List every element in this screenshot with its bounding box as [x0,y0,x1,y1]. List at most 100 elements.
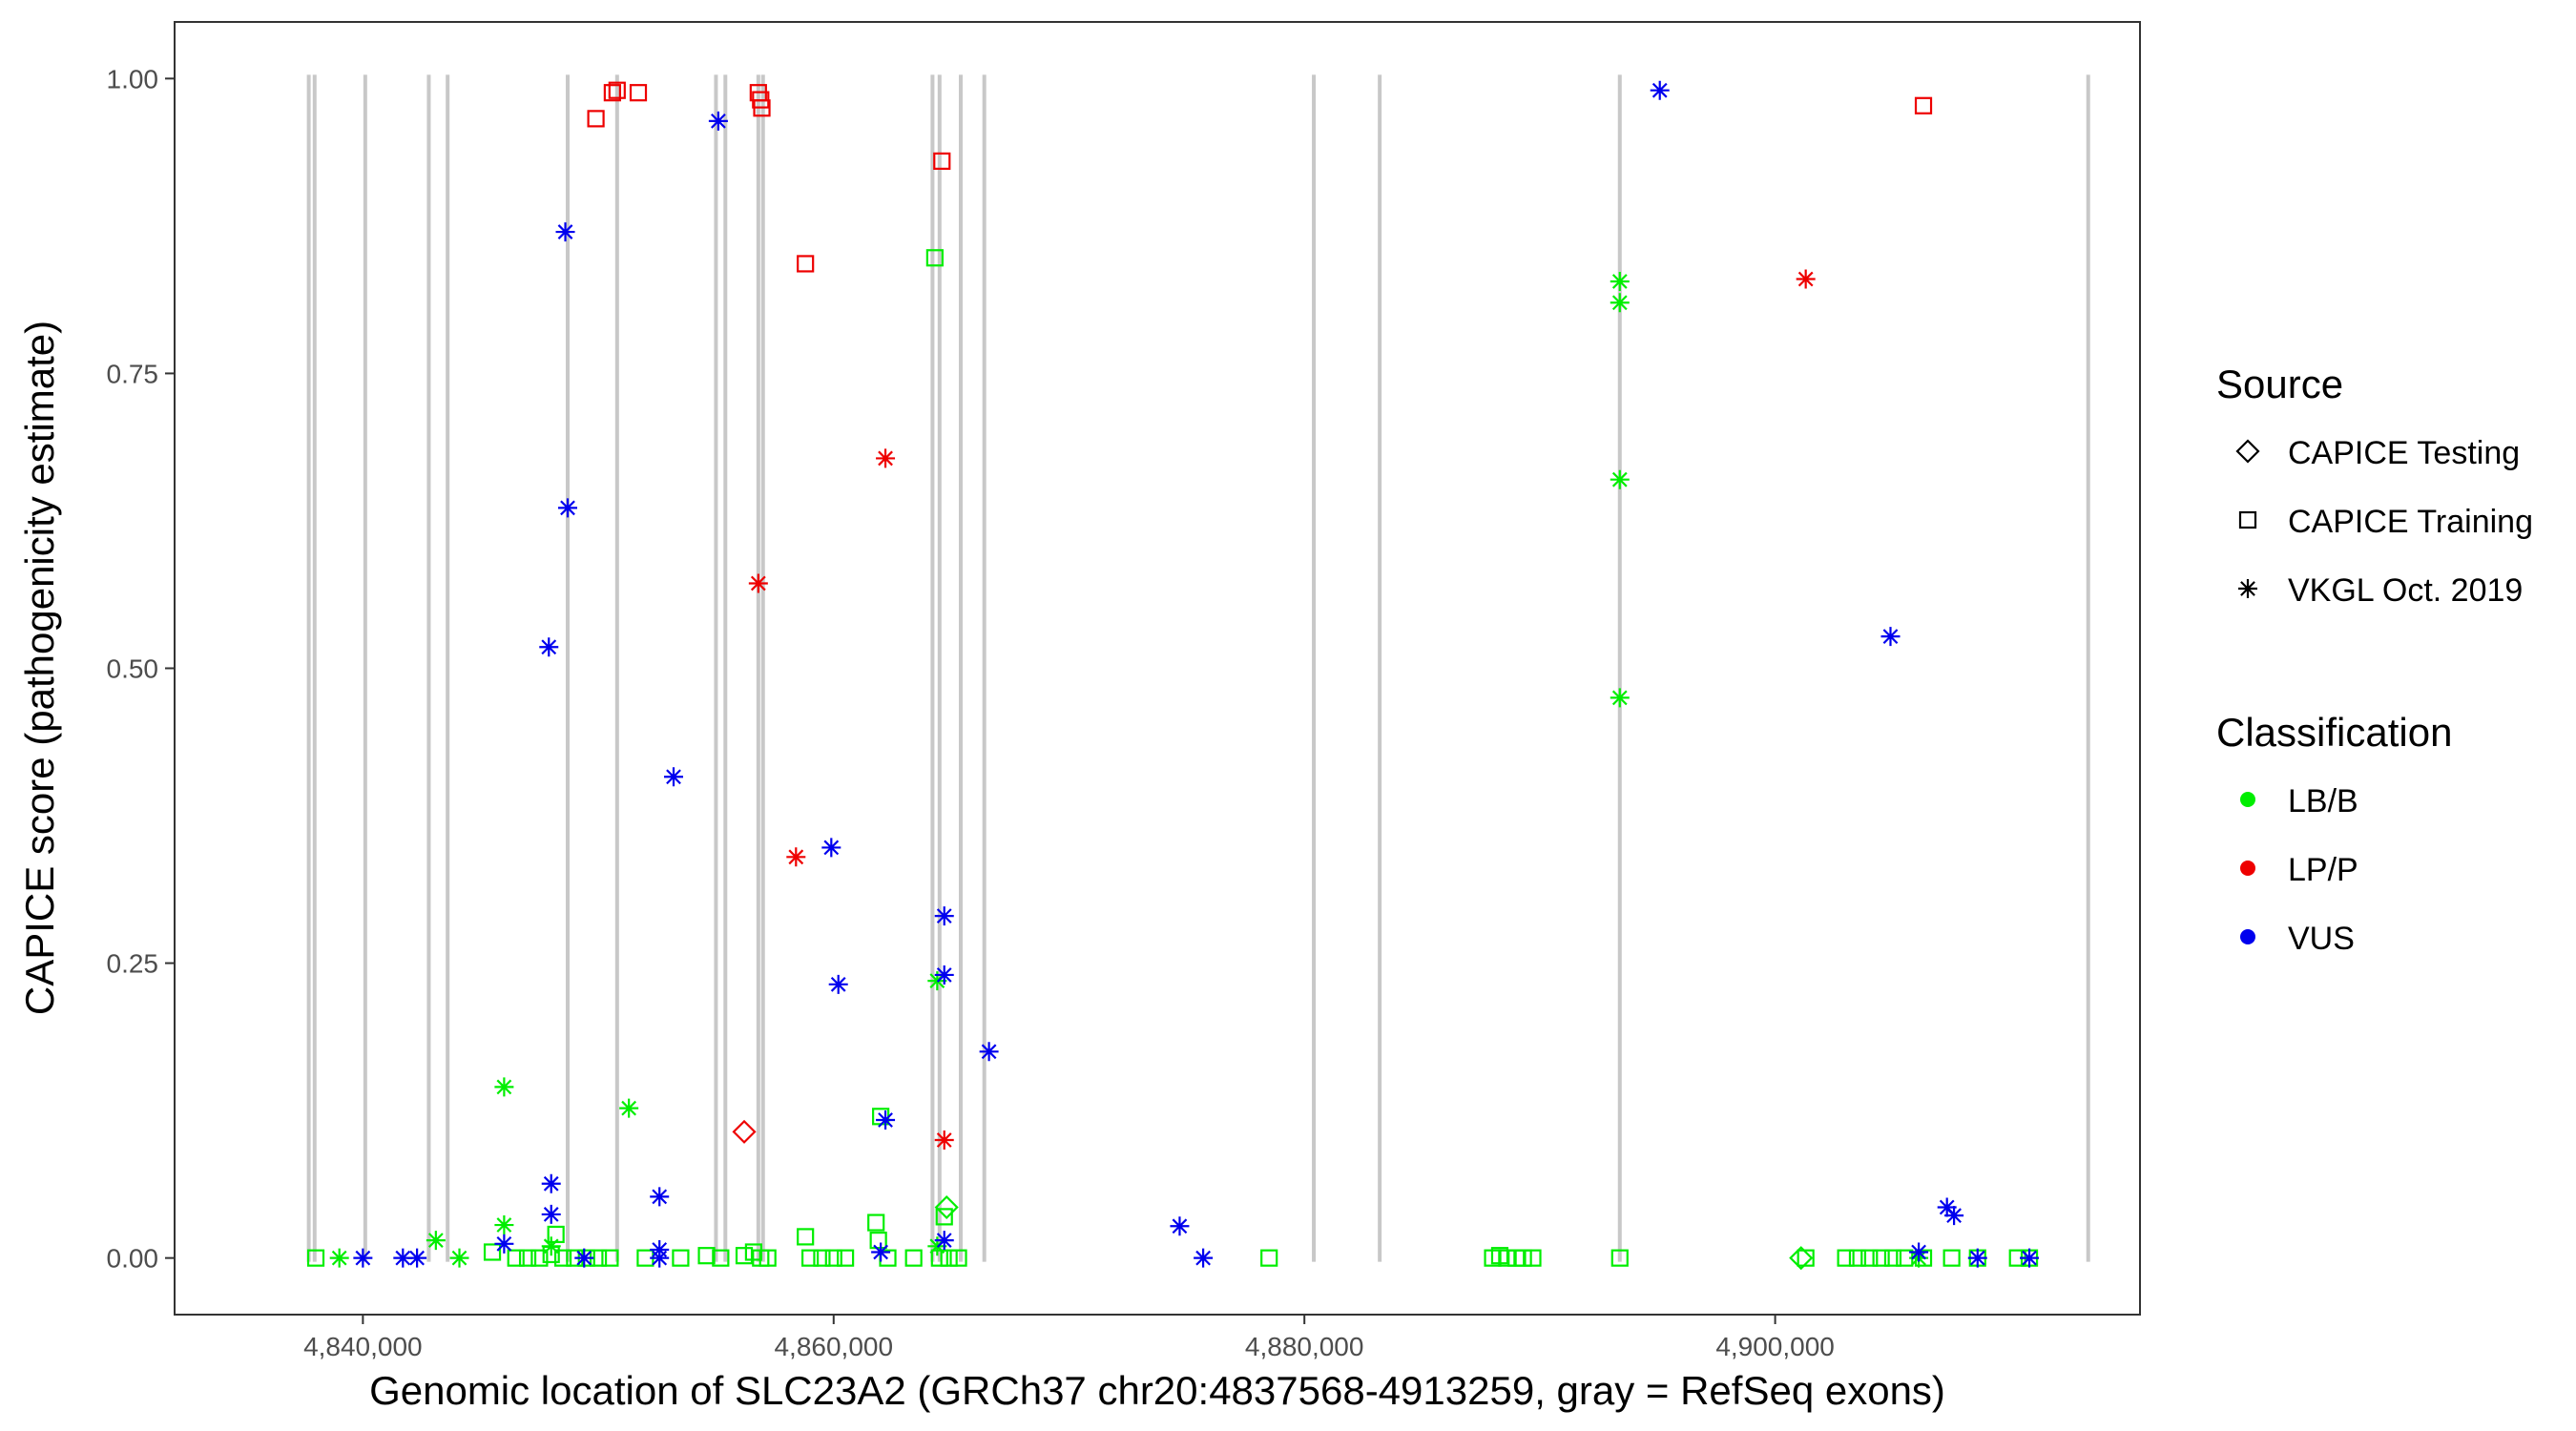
x-tick-label: 4,840,000 [303,1332,423,1361]
y-axis: 0.00 0.25 0.50 0.75 1.00 [107,64,175,1274]
data-point [758,1249,777,1267]
data-point [1883,1249,1902,1267]
data-point [748,573,768,593]
y-axis-title: CAPICE score (pathogenicity estimate) [17,321,62,1015]
legend-class-label-lbb: LB/B [2288,783,2358,819]
data-point [979,1042,999,1062]
data-point [1260,1249,1278,1267]
data-point [650,1187,670,1207]
data-point [1498,1249,1516,1267]
data-point [904,1249,923,1267]
legend-class-label-vus: VUS [2288,921,2355,957]
data-point [867,1213,885,1232]
data-point [712,1249,730,1267]
data-point [933,152,951,170]
data-point [518,1249,537,1267]
data-point [735,1247,754,1265]
data-points [306,80,2040,1271]
legend-key-asterisk [2238,579,2257,598]
data-point [813,1249,831,1267]
x-axis-title: Genomic location of SLC23A2 (GRCh37 chr2… [369,1368,1945,1413]
legend-source-keys [2235,439,2260,598]
data-point [753,99,771,117]
data-point [821,838,841,858]
y-tick-label: 0.00 [107,1244,159,1274]
data-point [1880,627,1901,647]
data-point [934,1130,954,1151]
data-point [601,1249,619,1267]
legend-source-title: Source [2216,362,2343,406]
data-point [1610,1249,1629,1267]
data-point [539,637,559,657]
data-point [664,767,684,787]
data-point [876,1110,896,1130]
data-point [837,1249,855,1267]
data-point [934,906,954,926]
data-point [1848,1249,1867,1267]
y-tick-label: 0.50 [107,654,159,684]
data-point [1937,1197,1957,1217]
data-point [934,964,954,985]
y-tick-label: 1.00 [107,64,159,93]
legend-key-dot [2240,929,2255,944]
data-point [407,1248,427,1268]
data-point [869,1232,887,1250]
data-point [797,1228,815,1246]
data-point [1837,1249,1855,1267]
data-point [1872,1249,1890,1267]
data-point [934,1194,959,1220]
data-point [940,1249,958,1267]
data-point [1524,1249,1542,1267]
data-point [1914,96,1933,114]
legend-class-keys [2240,792,2255,944]
data-point [558,498,577,518]
data-point [541,1173,561,1193]
data-point [732,1119,757,1144]
legend-key-dot [2240,861,2255,876]
data-point [494,1234,514,1254]
data-point [1610,688,1630,708]
data-point [801,1249,820,1267]
data-point [629,84,648,102]
data-point [306,1249,325,1267]
data-point [871,1242,891,1262]
data-point [1796,269,1816,289]
exon-lines [306,74,2090,1262]
data-point [2020,1248,2040,1268]
data-point [650,1248,670,1268]
data-point [786,847,806,867]
data-point [553,1249,572,1267]
data-point [587,110,605,128]
data-point [329,1248,349,1268]
data-point [1610,293,1630,313]
data-point [608,81,626,99]
y-tick-label: 0.75 [107,359,159,388]
data-point [530,1249,549,1267]
data-point [507,1249,525,1267]
data-point [828,974,848,994]
data-point [483,1243,502,1261]
data-point [393,1248,413,1268]
data-point [1514,1249,1532,1267]
x-tick-label: 4,900,000 [1715,1332,1835,1361]
data-point [574,1248,594,1268]
data-point [797,255,815,273]
data-point [494,1077,514,1097]
data-point [555,222,575,242]
legend-class-label-lpp: LP/P [2288,852,2358,888]
legend-key-square [2238,510,2257,529]
data-point [708,111,728,131]
data-point [1170,1216,1190,1236]
data-point [935,1208,953,1226]
y-tick-label: 0.25 [107,949,159,979]
data-point [876,448,896,468]
legend-key-diamond [2235,439,2260,464]
data-point [1650,80,1670,100]
data-point [949,1249,967,1267]
data-point [1797,1249,1815,1267]
data-point [1967,1248,1987,1268]
legend-source-label-training: CAPICE Training [2288,504,2533,540]
data-point [541,1236,561,1256]
